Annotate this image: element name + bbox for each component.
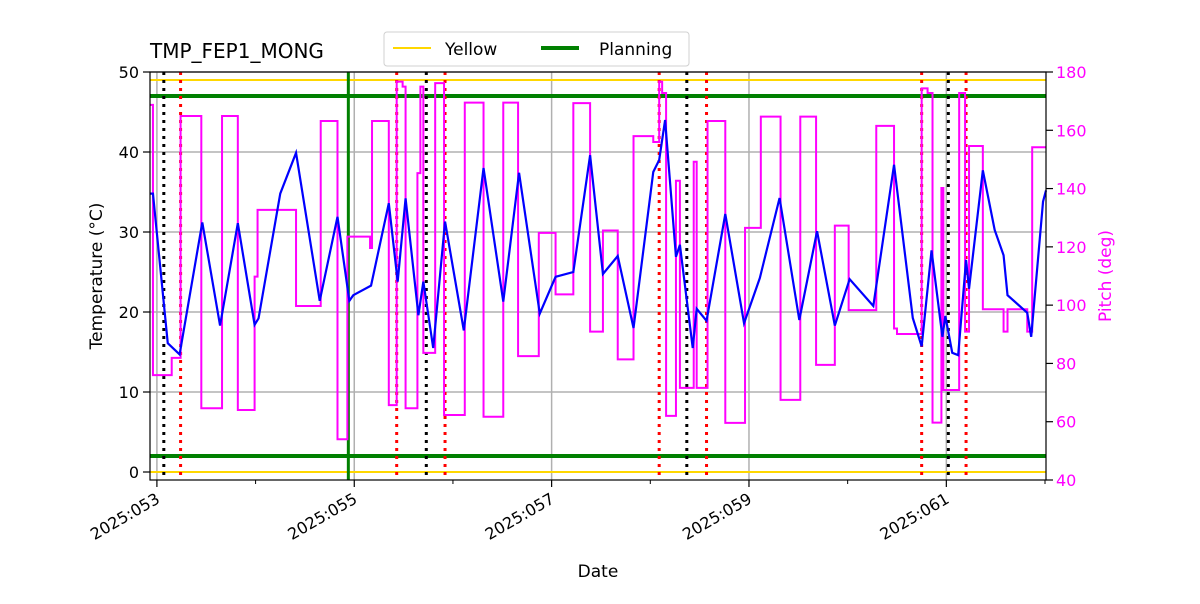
series bbox=[150, 80, 1048, 441]
chart-title: TMP_FEP1_MONG bbox=[149, 39, 324, 63]
y-right-tick-label: 120 bbox=[1056, 238, 1087, 257]
x-tick-label: 2025:059 bbox=[679, 489, 755, 544]
temperature-series-line bbox=[150, 119, 1048, 357]
y-tick-label: 40 bbox=[119, 143, 139, 162]
legend: Yellow Planning bbox=[383, 31, 690, 67]
x-tick-label: 2025:053 bbox=[87, 489, 163, 544]
x-tick-label: 2025:061 bbox=[876, 489, 952, 544]
limit-lines bbox=[150, 79, 1046, 473]
y-right-tick-label: 100 bbox=[1056, 296, 1087, 315]
y-tick-label: 10 bbox=[119, 383, 139, 402]
y-right-tick-label: 160 bbox=[1056, 121, 1087, 140]
pitch-series-line bbox=[150, 80, 1046, 441]
grid bbox=[150, 71, 1046, 480]
x-tick-label: 2025:055 bbox=[284, 489, 360, 544]
x-tick-label: 2025:057 bbox=[482, 489, 558, 544]
y-tick-label: 20 bbox=[119, 303, 139, 322]
x-axis-label: Date bbox=[578, 562, 619, 582]
y-right-tick-label: 80 bbox=[1056, 354, 1076, 373]
y-right-tick-label: 60 bbox=[1056, 413, 1076, 432]
plot-frame bbox=[149, 71, 1047, 481]
y-tick-label: 50 bbox=[119, 63, 139, 82]
legend-label-yellow: Yellow bbox=[444, 40, 497, 60]
legend-box bbox=[383, 31, 690, 67]
y-right-tick-label: 180 bbox=[1056, 63, 1087, 82]
legend-label-planning: Planning bbox=[599, 40, 672, 60]
y-axis-right-label: Pitch (deg) bbox=[1096, 230, 1116, 322]
y-tick-label: 0 bbox=[129, 463, 139, 482]
y-tick-label: 30 bbox=[119, 223, 139, 242]
event-lines bbox=[162, 72, 968, 480]
y-right-tick-label: 40 bbox=[1056, 471, 1076, 490]
y-axis-label: Temperature (°C) bbox=[87, 203, 107, 351]
y-right-tick-label: 140 bbox=[1056, 180, 1087, 199]
